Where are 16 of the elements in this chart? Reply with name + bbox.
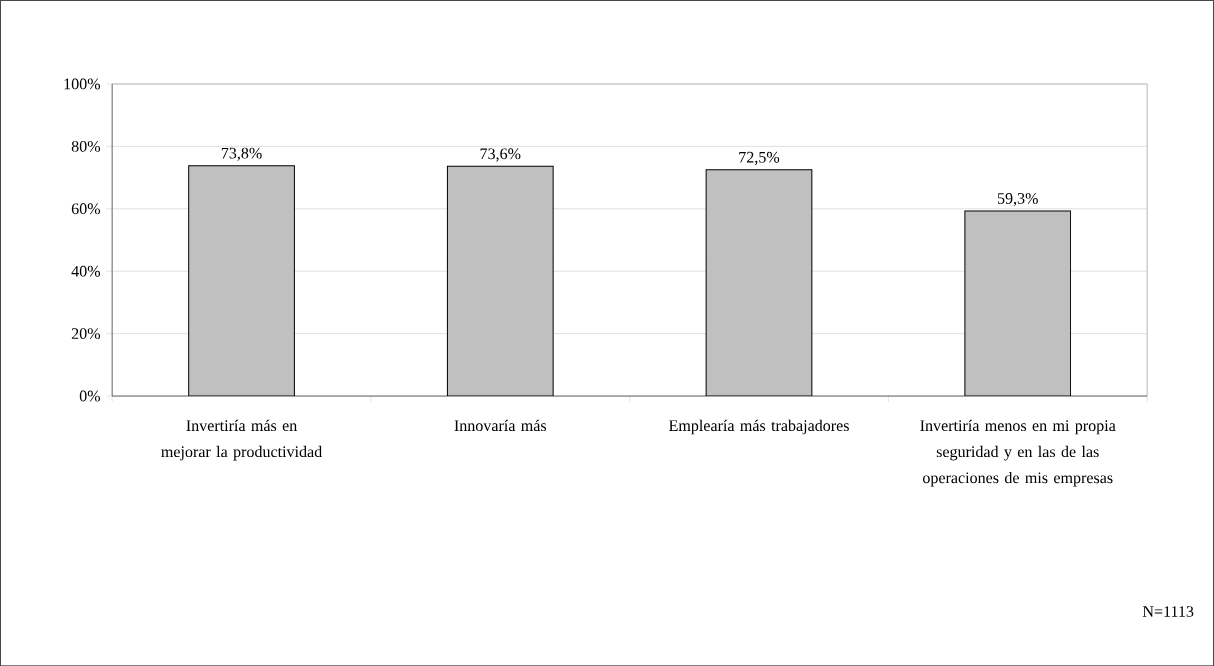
data-label: 59,3% [997, 192, 1038, 206]
text: N=1113 [1142, 605, 1194, 617]
x-tick-label: Invertiría menos en mi propia seguridad y en las de las operaciones de mis empresas [920, 419, 1116, 487]
x-tick-label: Emplearía más trabajadores [669, 419, 849, 435]
y-tick-label: 0% [79, 390, 101, 402]
y-tick-label: 20% [71, 328, 101, 339]
bar [705, 169, 813, 396]
y-tick-label: 60% [71, 203, 101, 215]
y-tick-label: 40% [71, 265, 101, 277]
x-tick-label: Innovaría más [454, 419, 547, 431]
data-label: 73,8% [221, 147, 262, 161]
y-tick-label: 100% [64, 78, 101, 90]
data-label: 73,6% [480, 148, 521, 162]
data-label: 72,5% [739, 151, 780, 165]
x-tick-label: Invertiría más en mejorar la productividad [161, 419, 323, 461]
y-tick-label: 80% [71, 140, 101, 152]
